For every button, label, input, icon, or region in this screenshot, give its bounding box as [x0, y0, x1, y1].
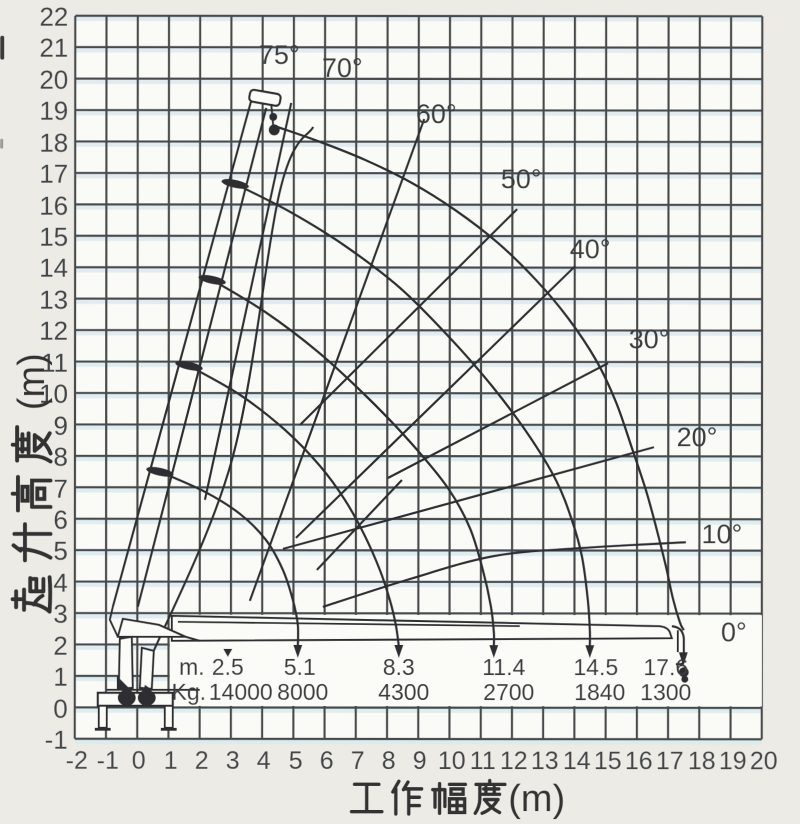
svg-text:0°: 0° — [721, 617, 747, 647]
svg-text:2700: 2700 — [483, 679, 534, 705]
svg-text:-1: -1 — [97, 747, 119, 775]
svg-text:40°: 40° — [570, 234, 611, 264]
svg-text:10: 10 — [438, 747, 466, 775]
svg-text:17: 17 — [39, 159, 68, 189]
svg-text:12: 12 — [500, 747, 528, 775]
svg-text:20: 20 — [39, 65, 68, 95]
svg-text:12: 12 — [39, 316, 68, 346]
svg-text:2.5: 2.5 — [212, 654, 244, 680]
svg-text:14000: 14000 — [209, 679, 273, 705]
svg-text:16: 16 — [39, 191, 68, 221]
svg-text:14.5: 14.5 — [573, 654, 618, 680]
svg-text:14: 14 — [563, 747, 591, 775]
svg-text:11: 11 — [41, 348, 68, 378]
svg-text:8: 8 — [53, 442, 67, 472]
svg-text:m.: m. — [179, 654, 205, 680]
svg-text:22: 22 — [39, 2, 68, 32]
svg-text:13: 13 — [39, 285, 68, 315]
svg-text:1: 1 — [53, 662, 67, 692]
svg-text:9: 9 — [413, 747, 427, 775]
svg-text:4: 4 — [53, 568, 67, 598]
svg-text:20: 20 — [750, 747, 778, 775]
svg-text:-1: -1 — [45, 725, 68, 755]
svg-text:6: 6 — [320, 747, 334, 775]
svg-text:0: 0 — [53, 694, 67, 724]
svg-text:Kg.: Kg. — [172, 679, 207, 705]
svg-text:5.1: 5.1 — [284, 654, 316, 680]
svg-text:4300: 4300 — [378, 679, 429, 705]
svg-text:0: 0 — [132, 747, 146, 775]
svg-text:18: 18 — [39, 128, 68, 158]
svg-text:21: 21 — [39, 33, 68, 63]
svg-text:(m): (m) — [11, 353, 53, 410]
svg-text:1840: 1840 — [574, 679, 625, 705]
svg-text:13: 13 — [531, 747, 559, 775]
svg-text:1300: 1300 — [640, 679, 691, 705]
svg-text:11.4: 11.4 — [482, 654, 525, 680]
svg-text:70°: 70° — [322, 53, 363, 83]
svg-text:8000: 8000 — [277, 679, 328, 705]
svg-text:3: 3 — [53, 599, 67, 629]
svg-text:17: 17 — [656, 747, 684, 775]
svg-text:10°: 10° — [701, 519, 742, 549]
svg-text:14: 14 — [39, 253, 68, 283]
svg-text:5: 5 — [53, 536, 67, 566]
svg-text:-2: -2 — [66, 747, 88, 775]
svg-text:20°: 20° — [677, 422, 718, 452]
svg-text:75°: 75° — [259, 40, 300, 70]
svg-text:7: 7 — [351, 747, 365, 775]
svg-text:3: 3 — [226, 747, 240, 775]
svg-text:(m): (m) — [508, 778, 565, 820]
svg-text:2: 2 — [53, 631, 67, 661]
svg-text:18: 18 — [688, 747, 716, 775]
svg-text:16: 16 — [625, 747, 653, 775]
svg-text:50°: 50° — [501, 164, 542, 194]
svg-text:7: 7 — [53, 474, 67, 504]
svg-text:17.6: 17.6 — [643, 654, 688, 680]
svg-text:6: 6 — [53, 505, 67, 535]
svg-text:2: 2 — [195, 747, 209, 775]
svg-text:4: 4 — [257, 747, 271, 775]
svg-text:10: 10 — [39, 379, 68, 409]
svg-text:60°: 60° — [416, 99, 457, 129]
svg-text:8: 8 — [382, 747, 396, 775]
svg-text:9: 9 — [54, 411, 68, 441]
svg-text:19: 19 — [39, 96, 68, 126]
svg-text:15: 15 — [39, 222, 68, 252]
svg-text:1: 1 — [164, 747, 178, 775]
svg-text:15: 15 — [594, 747, 622, 775]
svg-text:30°: 30° — [629, 324, 670, 354]
svg-text:8.3: 8.3 — [383, 654, 415, 680]
svg-text:5: 5 — [289, 747, 303, 775]
svg-text:11: 11 — [470, 747, 496, 775]
svg-text:19: 19 — [719, 747, 747, 775]
